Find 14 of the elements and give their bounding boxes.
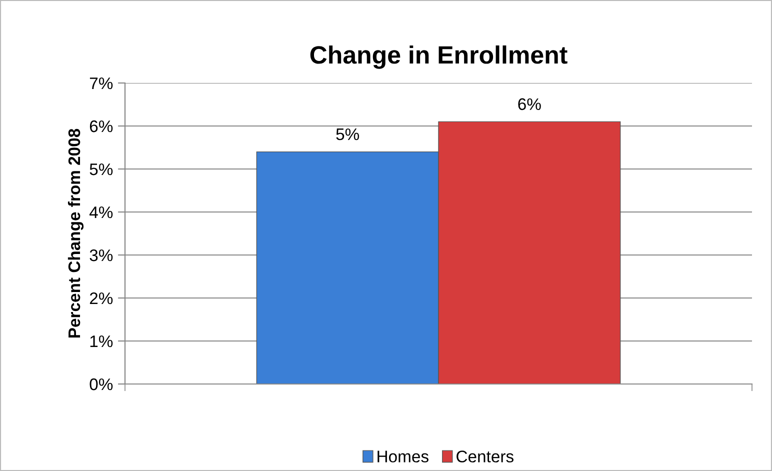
y-tick-label: 4%	[89, 206, 113, 218]
data-label: 5%	[336, 128, 360, 140]
legend-label: Homes	[378, 450, 428, 462]
y-tick-label: 3%	[90, 249, 113, 262]
data-label: 6%	[518, 98, 541, 110]
y-tick-label: 5%	[90, 163, 113, 176]
chart-title: Change in Enrollment	[310, 45, 568, 69]
y-axis-title: Percent Change from 2008	[68, 128, 84, 338]
y-tick-label: 0%	[90, 378, 113, 390]
y-tick-label: 6%	[90, 120, 113, 132]
y-tick-label: 1%	[90, 335, 113, 348]
legend-label: Centers	[456, 450, 514, 462]
y-tick-label: 2%	[90, 292, 113, 304]
y-tick-label: 7%	[90, 77, 113, 90]
